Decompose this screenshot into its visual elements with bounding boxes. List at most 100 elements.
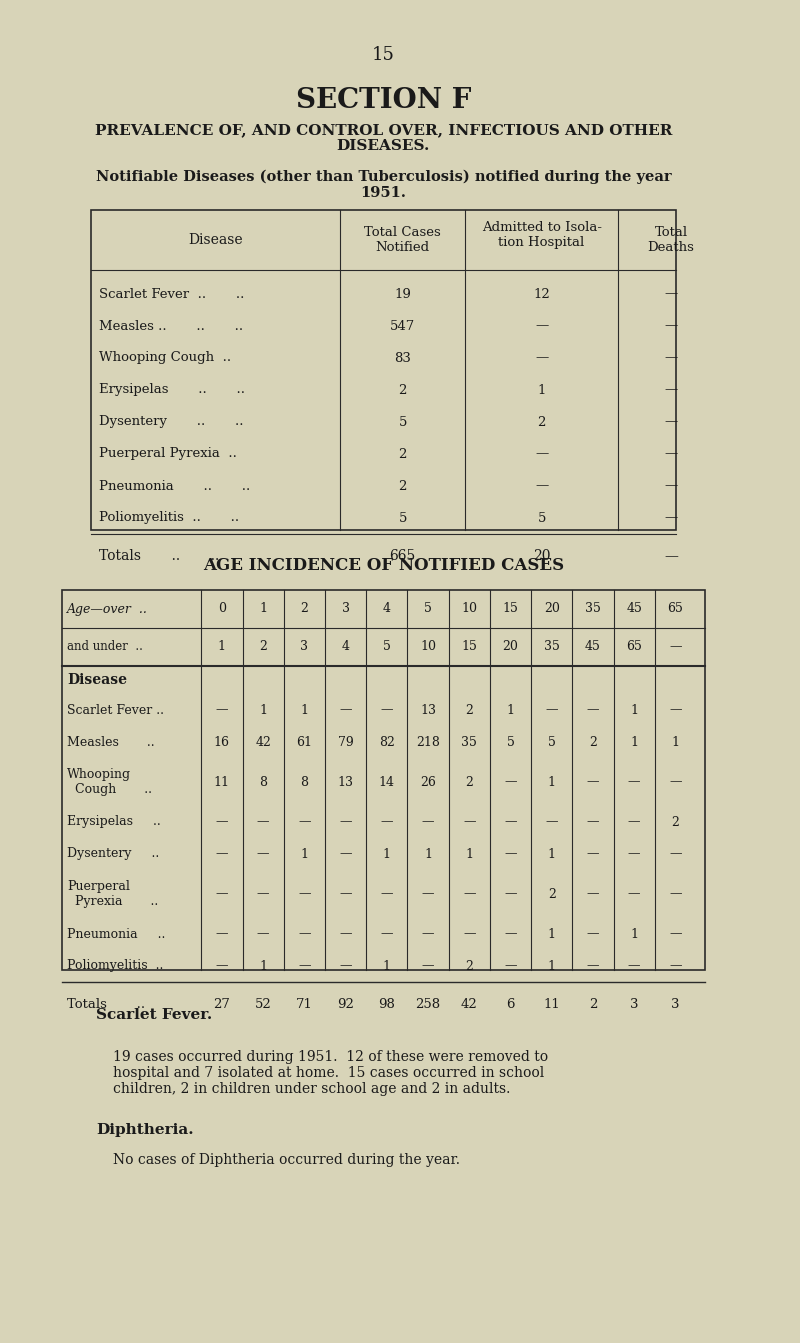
Text: —: — bbox=[586, 704, 599, 717]
Text: 5: 5 bbox=[424, 603, 432, 615]
Text: 8: 8 bbox=[259, 775, 267, 788]
Text: 2: 2 bbox=[589, 736, 597, 748]
Text: 20: 20 bbox=[533, 549, 550, 563]
Text: 1: 1 bbox=[259, 704, 267, 717]
Text: —: — bbox=[535, 447, 548, 461]
Text: 10: 10 bbox=[420, 641, 436, 654]
Text: —: — bbox=[628, 847, 640, 861]
Text: 11: 11 bbox=[543, 998, 560, 1010]
Text: —: — bbox=[216, 928, 228, 940]
Text: 2: 2 bbox=[589, 998, 597, 1010]
Text: —: — bbox=[504, 959, 517, 972]
Text: —: — bbox=[504, 888, 517, 901]
Text: 2: 2 bbox=[398, 479, 406, 493]
Text: 1: 1 bbox=[506, 704, 514, 717]
Text: Measles       ..: Measles .. bbox=[67, 736, 154, 748]
Text: —: — bbox=[586, 959, 599, 972]
Text: —: — bbox=[628, 815, 640, 829]
Text: Puerperal
  Pyrexia       ..: Puerperal Pyrexia .. bbox=[67, 880, 158, 908]
Text: 92: 92 bbox=[337, 998, 354, 1010]
Text: —: — bbox=[535, 352, 548, 364]
Text: Totals       ..       ..: Totals .. .. bbox=[98, 549, 219, 563]
Text: 3: 3 bbox=[342, 603, 350, 615]
Text: Measles ..       ..       ..: Measles .. .. .. bbox=[98, 320, 243, 333]
Text: 15: 15 bbox=[372, 46, 395, 64]
Text: Scarlet Fever.: Scarlet Fever. bbox=[96, 1009, 212, 1022]
Text: 1: 1 bbox=[466, 847, 474, 861]
Text: 11: 11 bbox=[214, 775, 230, 788]
Text: 2: 2 bbox=[466, 775, 473, 788]
Text: —: — bbox=[669, 704, 682, 717]
Text: —: — bbox=[422, 928, 434, 940]
Text: 1: 1 bbox=[630, 928, 638, 940]
Text: —: — bbox=[664, 549, 678, 563]
Text: 35: 35 bbox=[462, 736, 477, 748]
Text: 82: 82 bbox=[379, 736, 394, 748]
Text: 26: 26 bbox=[420, 775, 436, 788]
Text: Scarlet Fever ..: Scarlet Fever .. bbox=[67, 704, 164, 717]
Text: —: — bbox=[216, 888, 228, 901]
Text: 1: 1 bbox=[424, 847, 432, 861]
Text: 98: 98 bbox=[378, 998, 395, 1010]
Text: 65: 65 bbox=[626, 641, 642, 654]
Text: —: — bbox=[669, 959, 682, 972]
Text: 2: 2 bbox=[398, 384, 406, 396]
Text: —: — bbox=[664, 479, 678, 493]
Text: —: — bbox=[298, 928, 310, 940]
Text: —: — bbox=[339, 928, 352, 940]
Text: —: — bbox=[381, 888, 393, 901]
Text: 20: 20 bbox=[544, 603, 560, 615]
Text: —: — bbox=[298, 959, 310, 972]
Text: —: — bbox=[339, 959, 352, 972]
Text: 1: 1 bbox=[671, 736, 679, 748]
Text: —: — bbox=[628, 959, 640, 972]
Text: —: — bbox=[298, 888, 310, 901]
Text: 13: 13 bbox=[338, 775, 354, 788]
Text: —: — bbox=[422, 959, 434, 972]
Text: —: — bbox=[463, 888, 475, 901]
Text: 3: 3 bbox=[630, 998, 638, 1010]
Text: 2: 2 bbox=[466, 959, 473, 972]
Bar bbox=[62, 590, 705, 970]
Text: 258: 258 bbox=[415, 998, 441, 1010]
Text: Puerperal Pyrexia  ..: Puerperal Pyrexia .. bbox=[98, 447, 237, 461]
Text: 45: 45 bbox=[585, 641, 601, 654]
Text: 16: 16 bbox=[214, 736, 230, 748]
Text: 5: 5 bbox=[538, 512, 546, 525]
Text: —: — bbox=[664, 447, 678, 461]
Text: 1: 1 bbox=[548, 847, 556, 861]
Text: 79: 79 bbox=[338, 736, 354, 748]
Text: and under  ..: and under .. bbox=[67, 641, 143, 654]
Text: —: — bbox=[628, 775, 640, 788]
Text: —: — bbox=[628, 888, 640, 901]
Text: —: — bbox=[546, 815, 558, 829]
Text: 5: 5 bbox=[383, 641, 390, 654]
Text: —: — bbox=[381, 704, 393, 717]
Text: —: — bbox=[463, 928, 475, 940]
Text: 1: 1 bbox=[382, 959, 390, 972]
Text: —: — bbox=[257, 847, 270, 861]
Text: Pneumonia       ..       ..: Pneumonia .. .. bbox=[98, 479, 250, 493]
Text: Whooping Cough  ..: Whooping Cough .. bbox=[98, 352, 231, 364]
Text: —: — bbox=[504, 775, 517, 788]
Text: Poliomyelitis  ..       ..: Poliomyelitis .. .. bbox=[98, 512, 239, 525]
Text: 2: 2 bbox=[548, 888, 556, 901]
Text: 42: 42 bbox=[461, 998, 478, 1010]
Text: 1: 1 bbox=[259, 603, 267, 615]
Text: 1: 1 bbox=[538, 384, 546, 396]
Text: 0: 0 bbox=[218, 603, 226, 615]
Text: Age—over  ..: Age—over .. bbox=[67, 603, 148, 615]
Text: PREVALENCE OF, AND CONTROL OVER, INFECTIOUS AND OTHER
DISEASES.: PREVALENCE OF, AND CONTROL OVER, INFECTI… bbox=[94, 124, 672, 153]
Text: AGE INCIDENCE OF NOTIFIED CASES: AGE INCIDENCE OF NOTIFIED CASES bbox=[203, 556, 564, 573]
Text: 10: 10 bbox=[462, 603, 478, 615]
Text: 5: 5 bbox=[506, 736, 514, 748]
Text: 1: 1 bbox=[548, 959, 556, 972]
Text: 2: 2 bbox=[259, 641, 267, 654]
Text: 45: 45 bbox=[626, 603, 642, 615]
Text: 5: 5 bbox=[398, 512, 406, 525]
Text: 2: 2 bbox=[538, 415, 546, 428]
Text: Pneumonia     ..: Pneumonia .. bbox=[67, 928, 166, 940]
Text: 19 cases occurred during 1951.  12 of these were removed to
hospital and 7 isola: 19 cases occurred during 1951. 12 of the… bbox=[113, 1050, 548, 1096]
Text: Disease: Disease bbox=[67, 673, 127, 688]
Text: 65: 65 bbox=[667, 603, 683, 615]
